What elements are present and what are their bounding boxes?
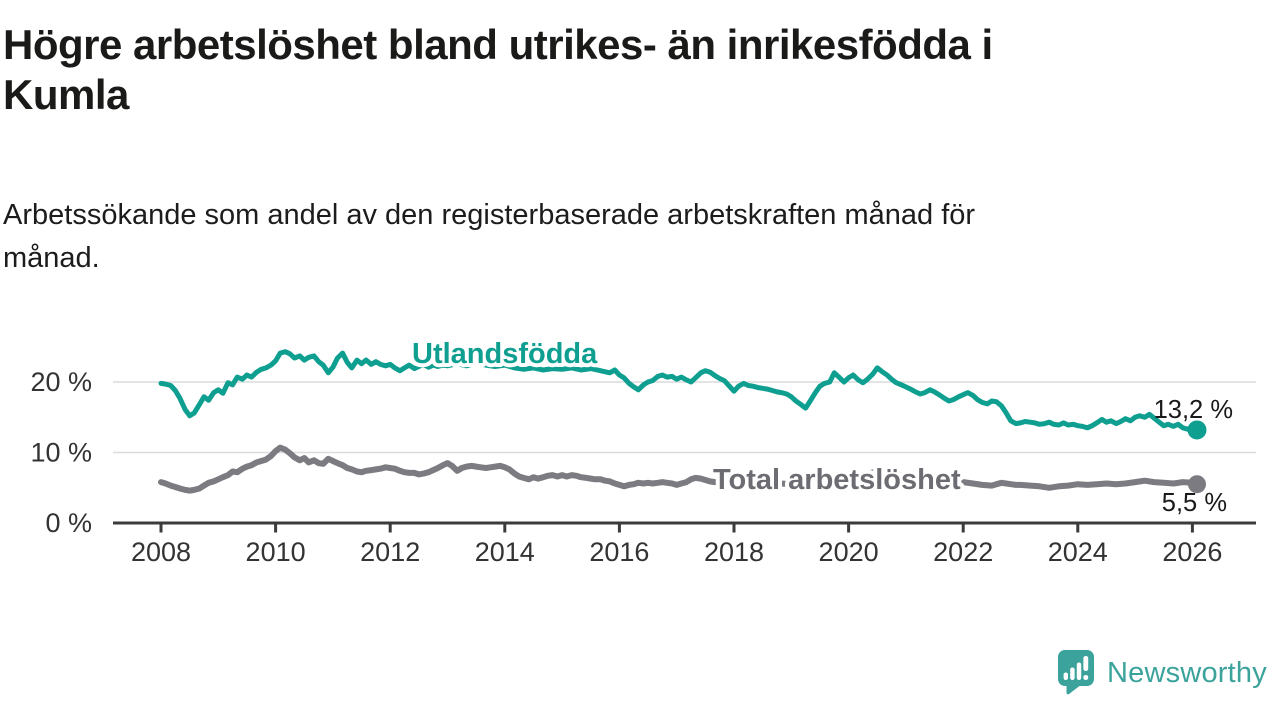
- title-line-1: Högre arbetslöshet bland utrikes- än inr…: [3, 21, 993, 68]
- line-total: [158, 444, 1200, 494]
- end-value-label-total: 5,5 %: [1162, 489, 1227, 517]
- x-tick-label-2024: 2024: [1048, 537, 1108, 567]
- x-tick-label-2008: 2008: [131, 537, 191, 567]
- x-tick-label-2018: 2018: [704, 537, 764, 567]
- chart-subtitle: Arbetssökande som andel av den registerb…: [3, 194, 975, 280]
- x-tick-label-2016: 2016: [589, 537, 649, 567]
- series-label-utlandsfodda: Utlandsfödda: [412, 338, 598, 370]
- series-label-total: Total arbetslöshet: [713, 464, 961, 496]
- y-axis-labels: 0 % 10 % 20 %: [30, 367, 92, 538]
- y-tick-label-10: 10 %: [30, 438, 92, 468]
- x-tick-label-2012: 2012: [360, 537, 420, 567]
- x-tick-label-2010: 2010: [246, 537, 306, 567]
- subtitle-line-2: månad.: [3, 242, 100, 274]
- end-value-label-utlandsfodda: 13,2 %: [1154, 396, 1233, 424]
- data-series: [158, 349, 1207, 494]
- x-tick-label-2026: 2026: [1162, 537, 1222, 567]
- newsworthy-logo: Newsworthy: [1058, 650, 1267, 696]
- subtitle-line-1: Arbetssökande som andel av den registerb…: [3, 199, 976, 231]
- y-tick-label-0: 0 %: [45, 508, 92, 538]
- x-tick-label-2022: 2022: [933, 537, 993, 567]
- line-utlandsfodda: [158, 349, 1200, 433]
- x-tick-label-2014: 2014: [475, 537, 535, 567]
- y-tick-label-20: 20 %: [30, 367, 92, 397]
- series-labels-and-annotations: Utlandsfödda Total arbetslöshet 13,2 % 5,5 …: [408, 334, 1233, 517]
- x-tick-label-2020: 2020: [819, 537, 879, 567]
- newsworthy-logo-text: Newsworthy: [1107, 656, 1267, 689]
- end-dot-utlandsfodda: [1187, 420, 1207, 440]
- x-axis: 2008 2010 2012 2014 2016 2018 2020 2022 2024 2026: [113, 521, 1256, 567]
- end-dot-total: [1187, 475, 1206, 494]
- page-title: Högre arbetslöshet bland utrikes- än inr…: [3, 20, 993, 120]
- title-line-2: Kumla: [3, 71, 129, 118]
- gridlines: [113, 381, 1256, 454]
- newsworthy-speech-bubble-bar-chart-icon: [1058, 650, 1094, 695]
